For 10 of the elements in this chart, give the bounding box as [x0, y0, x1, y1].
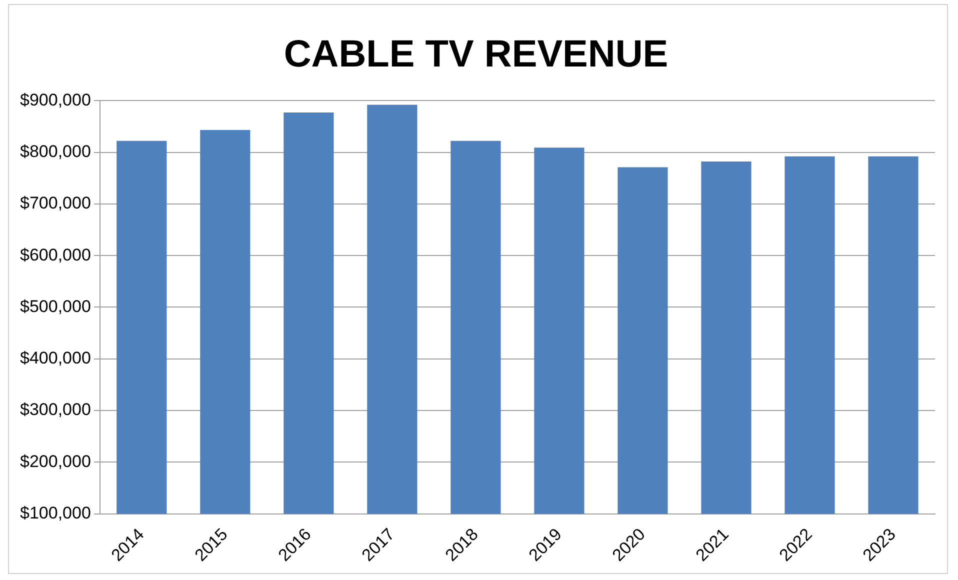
y-tick-label: $300,000: [20, 400, 91, 420]
y-tick-label: $800,000: [20, 142, 91, 161]
y-tick-label: $200,000: [20, 452, 91, 471]
chart-title: CABLE TV REVENUE: [284, 33, 668, 76]
y-tick-label: $500,000: [20, 296, 91, 316]
y-tick-label: $400,000: [20, 348, 91, 368]
y-tick-label: $900,000: [20, 90, 91, 110]
y-tick-label: $100,000: [20, 504, 91, 523]
y-tick-label: $700,000: [20, 194, 91, 213]
y-tick-label: $600,000: [20, 245, 91, 264]
